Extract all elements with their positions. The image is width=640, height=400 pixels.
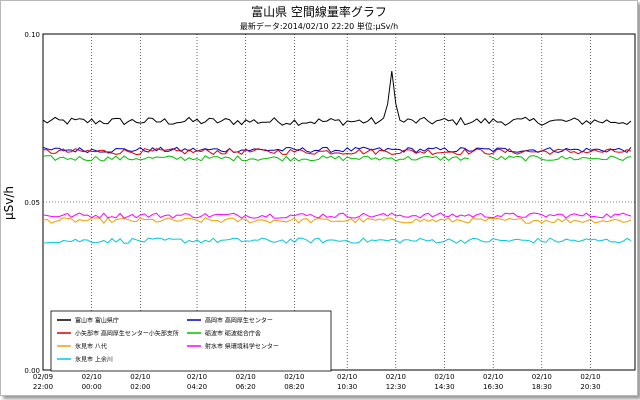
x-tick-date: 02/10 bbox=[130, 373, 150, 381]
chart-svg: 富山県 空間線量率グラフ 最新データ:2014/02/10 22:20 単位:μ… bbox=[2, 4, 636, 391]
y-tick-label: 0.10 bbox=[24, 31, 40, 39]
x-tick-time: 12:30 bbox=[386, 383, 406, 391]
legend-label: 射水市 県環境科学センター bbox=[205, 343, 279, 351]
x-tick-time: 14:30 bbox=[434, 383, 454, 391]
y-tick-label: 0.05 bbox=[24, 199, 40, 207]
x-tick-time: 06:20 bbox=[236, 383, 256, 391]
plot-border bbox=[42, 33, 636, 371]
series-line bbox=[42, 217, 632, 224]
x-tick-date: 02/10 bbox=[483, 373, 503, 381]
series-line bbox=[42, 70, 632, 126]
series-layer bbox=[42, 70, 632, 244]
x-tick-time: 04:20 bbox=[187, 383, 207, 391]
series-line bbox=[42, 155, 469, 162]
axis-layer: 0.00 0.05 0.10 02/09 22:00 02/10 00:00 02/10 02:… bbox=[24, 31, 636, 391]
chart-title: 富山県 空間線量率グラフ bbox=[251, 4, 387, 19]
legend-label: 高岡市 高岡厚生センター bbox=[205, 317, 273, 325]
chart-subtitle: 最新データ:2014/02/10 22:20 単位:μSv/h bbox=[240, 21, 398, 31]
x-tick-date: 02/10 bbox=[580, 373, 600, 381]
x-tick-date: 02/10 bbox=[284, 373, 304, 381]
x-tick-time: 02:00 bbox=[130, 383, 150, 391]
x-tick-date: 02/10 bbox=[532, 373, 552, 381]
x-tick-date: 02/10 bbox=[337, 373, 357, 381]
legend-label: 氷見市 八代 bbox=[75, 343, 107, 351]
x-tick-time: 20:30 bbox=[580, 383, 600, 391]
x-tick-date: 02/10 bbox=[187, 373, 207, 381]
series-line bbox=[42, 146, 632, 154]
series-line bbox=[42, 237, 632, 244]
x-tick-date: 02/09 bbox=[33, 373, 53, 381]
legend-box bbox=[50, 310, 332, 372]
legend-label: 砺波市 砺波総合庁舎 bbox=[205, 330, 261, 338]
x-tick-time: 16:30 bbox=[483, 383, 503, 391]
legend-label: 氷見市 上余川 bbox=[75, 356, 113, 364]
legend-label: 富山市 富山県庁 bbox=[75, 317, 119, 325]
series-line bbox=[43, 147, 632, 156]
x-tick-time: 10:30 bbox=[337, 383, 357, 391]
x-tick-time: 08:20 bbox=[284, 383, 304, 391]
x-tick-date: 02/10 bbox=[386, 373, 406, 381]
series-line bbox=[42, 212, 632, 219]
x-tick-time: 18:30 bbox=[532, 383, 552, 391]
legend-label: 小矢部市 高岡厚生センター小矢部支所 bbox=[75, 330, 179, 338]
y-axis-label: μSv/h bbox=[2, 186, 16, 220]
x-tick-date: 02/10 bbox=[434, 373, 454, 381]
x-tick-time: 00:00 bbox=[82, 383, 102, 391]
series-line bbox=[488, 155, 632, 162]
y-tick-label: 0.00 bbox=[24, 367, 40, 375]
x-tick-date: 02/10 bbox=[236, 373, 256, 381]
x-tick-time: 22:00 bbox=[33, 383, 53, 391]
x-tick-date: 02/10 bbox=[82, 373, 102, 381]
